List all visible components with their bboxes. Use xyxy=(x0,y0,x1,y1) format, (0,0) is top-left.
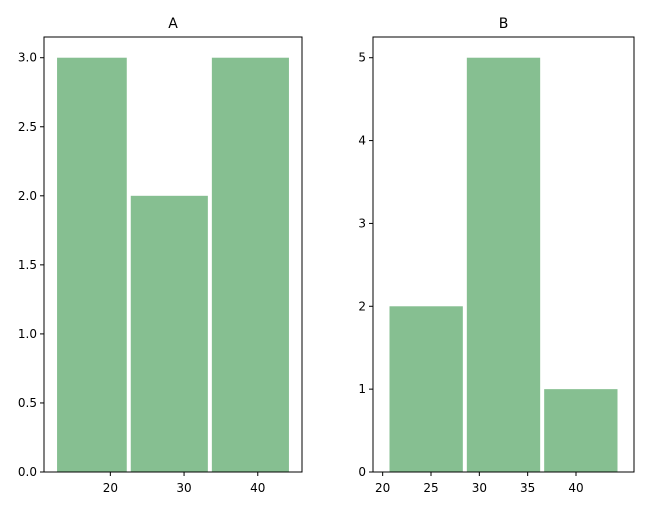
subplot-title: A xyxy=(168,16,178,32)
x-tick-label: 25 xyxy=(423,481,438,495)
bar xyxy=(211,57,289,472)
y-tick-label: 2.0 xyxy=(18,189,37,203)
subplot-a: A 0.0 0.5 1.0 1.5 2.0 2.5 3.0 20 30 40 xyxy=(18,16,303,495)
y-tick-label: 2.5 xyxy=(18,120,37,134)
y-tick-label: 4 xyxy=(358,134,366,148)
y-tick-label: 1 xyxy=(358,382,366,396)
y-tick-label: 0.0 xyxy=(18,465,37,479)
y-tick-label: 0.5 xyxy=(18,396,37,410)
y-tick-label: 3 xyxy=(358,216,366,230)
bar xyxy=(389,306,463,472)
y-tick-label: 3.0 xyxy=(18,51,37,65)
bar xyxy=(130,195,208,473)
subplot-b: B 0 1 2 3 4 5 20 25 30 35 40 xyxy=(358,16,635,495)
bar xyxy=(466,57,541,472)
x-tick-label: 30 xyxy=(176,481,191,495)
y-tick-label: 2 xyxy=(358,299,366,313)
bar xyxy=(57,57,127,472)
x-tick-label: 20 xyxy=(103,481,118,495)
x-tick-label: 30 xyxy=(472,481,487,495)
axes-frame xyxy=(43,36,303,473)
bar xyxy=(544,389,618,472)
axes-frame xyxy=(372,36,635,473)
x-tick-label: 35 xyxy=(520,481,535,495)
y-tick-label: 0 xyxy=(358,465,366,479)
y-tick-label: 5 xyxy=(358,51,366,65)
x-tick-label: 20 xyxy=(375,481,390,495)
y-tick-label: 1.0 xyxy=(18,327,37,341)
y-tick-label: 1.5 xyxy=(18,258,37,272)
subplot-title: B xyxy=(499,16,509,32)
x-tick-label: 40 xyxy=(568,481,583,495)
x-tick-label: 40 xyxy=(250,481,265,495)
